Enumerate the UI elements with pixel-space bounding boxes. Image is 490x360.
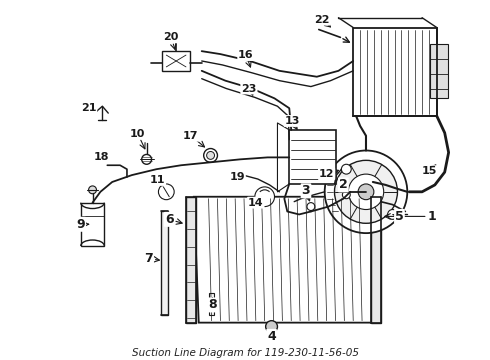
Text: 5: 5 xyxy=(395,210,404,223)
Text: 8: 8 xyxy=(208,298,217,311)
Bar xyxy=(289,130,337,184)
Bar xyxy=(81,203,104,246)
Circle shape xyxy=(342,164,351,174)
Text: 6: 6 xyxy=(165,213,173,226)
Circle shape xyxy=(142,154,151,164)
Text: 2: 2 xyxy=(339,179,348,192)
Text: 23: 23 xyxy=(241,84,257,94)
Circle shape xyxy=(207,152,215,159)
Text: Suction Line Diagram for 119-230-11-56-05: Suction Line Diagram for 119-230-11-56-0… xyxy=(131,348,359,358)
Text: 15: 15 xyxy=(421,166,437,176)
Bar xyxy=(162,51,190,71)
Text: 17: 17 xyxy=(183,131,198,141)
Bar xyxy=(209,293,214,315)
Text: 4: 4 xyxy=(267,330,276,343)
Circle shape xyxy=(266,321,277,333)
Circle shape xyxy=(204,149,218,162)
Circle shape xyxy=(358,184,374,200)
Bar xyxy=(430,44,448,98)
Bar xyxy=(353,28,437,116)
Text: 11: 11 xyxy=(150,175,165,185)
Bar xyxy=(161,211,168,315)
Bar xyxy=(186,197,196,323)
Circle shape xyxy=(158,184,174,200)
Circle shape xyxy=(343,191,350,199)
Text: 20: 20 xyxy=(164,32,179,42)
Text: 22: 22 xyxy=(314,15,329,25)
Text: 10: 10 xyxy=(130,129,146,139)
Text: 9: 9 xyxy=(76,218,85,231)
Text: 19: 19 xyxy=(229,172,245,182)
Text: 13: 13 xyxy=(285,116,300,126)
Text: 21: 21 xyxy=(81,103,97,113)
Text: 14: 14 xyxy=(248,198,264,208)
Circle shape xyxy=(307,203,315,211)
Text: 16: 16 xyxy=(238,50,254,60)
Circle shape xyxy=(255,187,274,207)
Text: 12: 12 xyxy=(319,169,334,179)
Circle shape xyxy=(335,160,397,223)
Circle shape xyxy=(388,210,397,219)
Circle shape xyxy=(89,186,97,194)
Text: 1: 1 xyxy=(427,210,436,223)
Text: 7: 7 xyxy=(144,252,153,265)
Text: 18: 18 xyxy=(94,152,109,162)
Circle shape xyxy=(325,150,407,233)
Polygon shape xyxy=(194,197,378,323)
Text: 3: 3 xyxy=(302,184,310,197)
Circle shape xyxy=(348,174,384,210)
Bar xyxy=(371,197,381,323)
